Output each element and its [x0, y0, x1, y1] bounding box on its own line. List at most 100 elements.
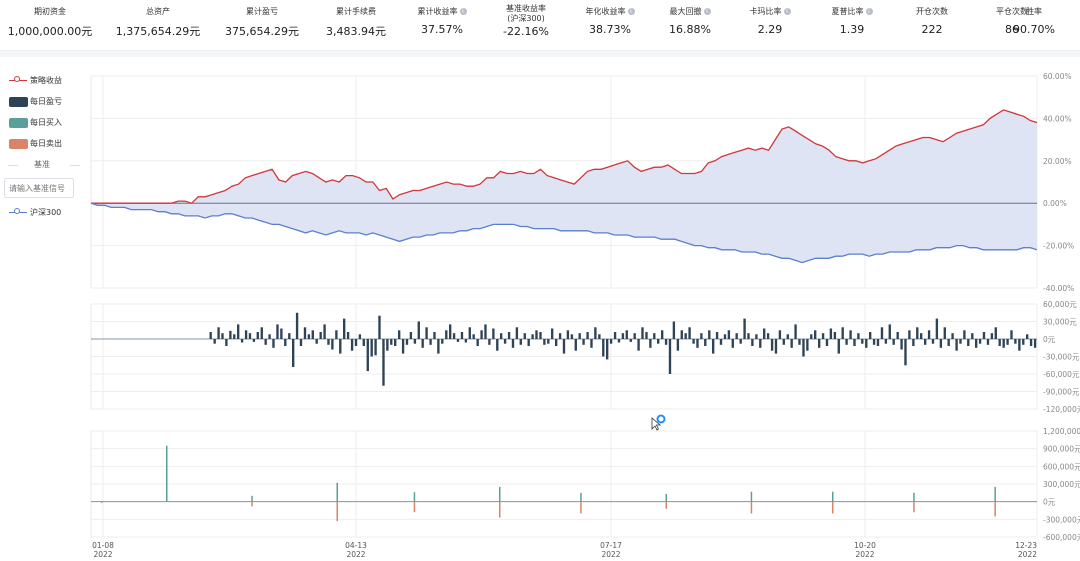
pnl-bar-165	[739, 339, 742, 344]
legend-item-daily-buy[interactable]: 每日买入	[6, 112, 78, 133]
stat-5: 基准收益率 (沪深300) -22.16%	[480, 0, 572, 38]
legend-label-strategy: 策略收益	[30, 76, 62, 85]
pnl-bar-65	[346, 332, 350, 339]
pnl-bar-46	[272, 339, 275, 348]
pnl-bar-33	[221, 333, 224, 339]
pnl-bar-69	[362, 339, 365, 346]
pnl-bar-197	[865, 339, 868, 348]
pnl-bar-159	[715, 332, 719, 339]
pnl-bar-140	[641, 327, 644, 339]
info-icon[interactable]: i	[627, 8, 635, 15]
pnl-bar-185	[818, 339, 821, 348]
pnl-bar-136	[625, 330, 628, 340]
info-icon[interactable]: i	[865, 8, 873, 15]
stat-value: 86	[1005, 23, 1019, 36]
pnl-bar-163	[731, 339, 734, 348]
strategy-dot-icon	[14, 76, 20, 82]
pnl-bar-177	[786, 334, 789, 339]
stat-value: 38.73%	[589, 23, 631, 36]
legend-item-daily-pnl[interactable]: 每日盈亏	[6, 91, 78, 112]
pnl-bar-201	[880, 327, 884, 339]
daily-buy-swatch-icon	[9, 118, 28, 128]
pnl-bar-164	[735, 333, 738, 339]
pnl-bar-150	[680, 330, 683, 340]
stat-value: 2.29	[757, 23, 783, 36]
pnl-bar-99	[480, 330, 483, 340]
pnl-bar-62	[335, 330, 338, 340]
stat-value: 222	[921, 23, 943, 36]
stat-label: 总资产	[146, 7, 170, 16]
pnl-bar-144	[657, 339, 660, 344]
pnl-bar-56	[311, 330, 314, 340]
info-icon[interactable]: i	[703, 8, 711, 15]
sell-bar-0	[101, 501, 103, 503]
chart-legend: 策略收益 每日盈亏 每日买入 每日卖出 基准 沪深300	[4, 70, 80, 223]
pnl-bar-205	[896, 332, 899, 339]
pnl-bar-193	[849, 330, 852, 340]
pnl-bar-101	[488, 339, 491, 345]
pnl-bar-100	[484, 324, 487, 339]
pnl-bar-35	[229, 330, 232, 339]
pnl-bar-49	[284, 339, 287, 346]
pnl-bar-52	[295, 312, 299, 340]
pnl-bar-211	[920, 333, 923, 339]
pnl-bar-143	[653, 333, 656, 339]
pnl-bar-41	[252, 339, 256, 342]
x-tick-label-3: 10-20	[854, 541, 876, 550]
pnl-bar-171	[763, 328, 766, 339]
sell-bar-1	[251, 501, 253, 507]
pnl-bar-132	[609, 339, 613, 344]
pnl-bar-195	[857, 333, 860, 339]
pnl-bar-45	[268, 334, 271, 339]
info-icon[interactable]: i	[459, 8, 467, 15]
legend-item-benchmark[interactable]: 沪深300	[6, 202, 78, 223]
pnl-bar-93	[456, 339, 460, 342]
sell-bar-2	[336, 501, 338, 522]
buy-bar-6	[580, 492, 582, 502]
pnl-bar-209	[912, 339, 915, 346]
legend-item-strategy[interactable]: 策略收益	[6, 70, 78, 91]
stat-value: 1,000,000.00元	[7, 25, 93, 38]
buy-bar-11	[994, 486, 996, 502]
pnl-bar-105	[503, 339, 507, 344]
pnl-bar-238	[1026, 334, 1029, 339]
pnl-bar-67	[354, 339, 358, 346]
pnl-bar-83	[417, 321, 420, 339]
pnl-bar-87	[433, 332, 436, 339]
pnl-bar-166	[743, 318, 746, 339]
returns-y-tick-4: -20.00%	[1043, 242, 1074, 251]
pnl-bar-114	[539, 332, 542, 339]
pnl-bar-85	[425, 327, 428, 339]
returns-y-tick-0: 60.00%	[1043, 72, 1072, 81]
pnl-bar-154	[696, 339, 699, 348]
pnl-bar-155	[700, 333, 703, 339]
stat-label: 平仓次数	[996, 7, 1028, 16]
pnl-bar-135	[621, 333, 625, 339]
legend-item-daily-sell[interactable]: 每日卖出	[6, 133, 78, 154]
stat-4: 累计收益率 i 37.57%	[396, 0, 488, 36]
pnl-bar-75	[386, 339, 389, 351]
info-icon[interactable]: i	[783, 8, 791, 15]
pnl-bar-120	[562, 339, 566, 354]
sell-bar-5	[580, 501, 582, 514]
pnl-bar-210	[916, 327, 919, 339]
pnl-bar-119	[558, 333, 562, 339]
pnl-bar-233	[1006, 339, 1009, 345]
pnl-bar-173	[770, 339, 774, 351]
pnl-bar-170	[759, 339, 762, 348]
pnl-bar-48	[280, 328, 283, 339]
pnl-bar-160	[719, 339, 723, 345]
pnl-bar-189	[833, 332, 837, 339]
stat-12: 胜率 90.70%	[988, 0, 1080, 36]
stat-8: 卡玛比率 i 2.29	[724, 0, 816, 36]
pnl-bar-109	[519, 339, 522, 345]
pnl-bar-158	[712, 339, 715, 354]
stat-value: 375,654.29元	[225, 25, 299, 38]
stat-2: 累计盈亏 375,654.29元	[216, 0, 308, 39]
stat-label: 开仓次数	[916, 7, 948, 16]
pnl-bar-127	[590, 339, 593, 348]
pnl-bar-237	[1022, 339, 1025, 345]
benchmark-signal-input[interactable]	[4, 178, 74, 198]
pnl-bar-72	[374, 339, 377, 356]
pnl-bar-37	[237, 324, 240, 339]
